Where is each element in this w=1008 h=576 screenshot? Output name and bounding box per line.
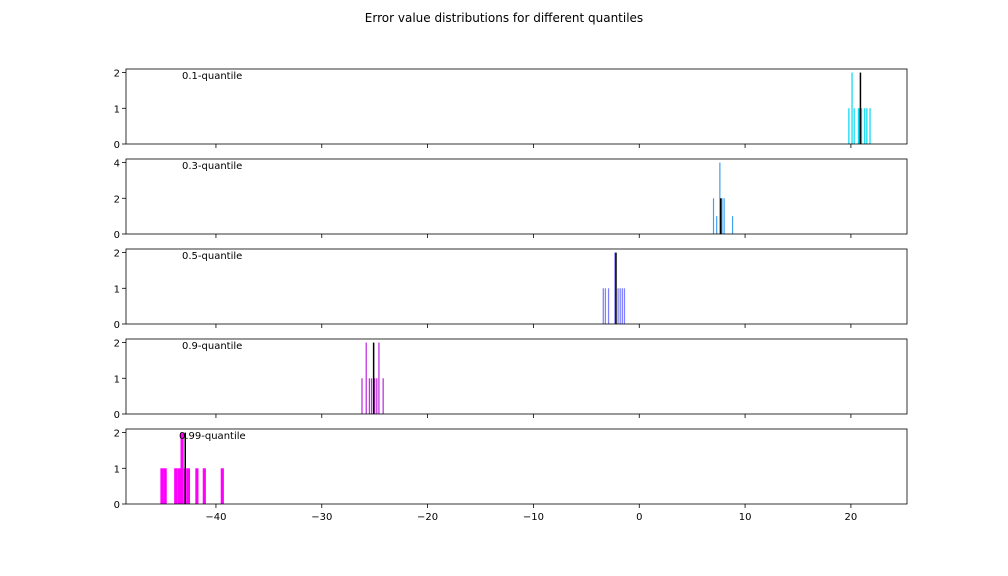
histogram-bar <box>731 216 734 234</box>
histogram-bar <box>195 468 199 504</box>
histogram-bar <box>723 198 725 234</box>
axes-frame <box>125 338 908 415</box>
panel-label: 0.9-quantile <box>182 341 242 352</box>
subplot-3: 0 1 2 0.5-quantile <box>114 248 908 331</box>
histogram-bar <box>374 378 376 414</box>
y-tick-label: 2 <box>114 194 120 205</box>
y-tick-label: 0 <box>114 500 120 511</box>
subplot-1: 0 1 2 0.1-quantile <box>114 68 908 151</box>
histogram-bar <box>368 378 371 414</box>
histogram-bar <box>602 288 604 324</box>
y-tick-label: 0 <box>114 140 120 151</box>
axes-frame <box>125 158 908 235</box>
panel-label: 0.99-quantile <box>179 431 246 442</box>
histogram-bar <box>186 468 191 504</box>
panel-label: 0.3-quantile <box>182 161 242 172</box>
y-tick-label: 2 <box>114 429 120 440</box>
histogram-bar <box>370 378 373 414</box>
histogram-bar <box>712 198 715 234</box>
x-tick-label: 10 <box>739 512 752 523</box>
y-tick-label: 0 <box>114 320 120 331</box>
x-tick-label: −20 <box>417 512 438 523</box>
histogram-bar <box>869 108 871 144</box>
x-tick-label: 0 <box>636 512 642 523</box>
figure-title: Error value distributions for different … <box>365 11 643 25</box>
y-tick-label: 4 <box>114 159 120 170</box>
histogram-bar <box>160 468 164 504</box>
panel-label: 0.1-quantile <box>182 71 242 82</box>
histogram-bar <box>365 342 367 414</box>
histogram-bar <box>858 108 861 144</box>
x-tick-label: 20 <box>845 512 858 523</box>
y-tick-label: 2 <box>114 339 120 350</box>
x-tick-label: −30 <box>311 512 332 523</box>
subplot-2: 0 2 4 0.3-quantile <box>114 158 908 241</box>
histogram-bar <box>716 216 718 234</box>
histogram-bar <box>177 468 181 504</box>
y-tick-label: 1 <box>114 284 120 295</box>
y-tick-label: 1 <box>114 104 120 115</box>
histogram-bar <box>857 108 859 144</box>
histogram-bar <box>860 108 863 144</box>
y-tick-label: 2 <box>114 249 120 260</box>
histogram-bar <box>604 288 607 324</box>
axes-frame <box>125 68 908 145</box>
histogram-bar <box>614 252 616 324</box>
histogram-bar <box>361 378 363 414</box>
y-tick-label: 2 <box>114 69 120 80</box>
y-tick-label: 1 <box>114 464 120 475</box>
histogram-bar <box>621 288 623 324</box>
axes-frame <box>125 248 908 325</box>
histogram-bar <box>866 108 868 144</box>
histogram-bar <box>607 288 610 324</box>
histogram-bar <box>721 198 723 234</box>
histogram-bar <box>619 288 621 324</box>
histogram-bar <box>617 288 619 324</box>
x-tick-label: −10 <box>523 512 544 523</box>
histogram-bar <box>378 342 380 414</box>
histogram-bar <box>851 72 853 144</box>
histogram-bar <box>202 468 206 504</box>
axes-frame <box>125 428 908 505</box>
panel-label: 0.5-quantile <box>182 251 242 262</box>
subplot-4: 0 1 2 0.9-quantile <box>114 338 908 421</box>
histogram-bar <box>174 468 178 504</box>
histogram-bar <box>853 108 855 144</box>
histogram-bar <box>220 468 224 504</box>
histogram-bar <box>864 108 866 144</box>
y-tick-label: 0 <box>114 410 120 421</box>
subplot-5: 0 1 2 −40 −30 −20 −10 0 10 20 0.99-quantile <box>114 428 908 523</box>
histogram-bar <box>382 378 384 414</box>
histogram-bar <box>719 162 721 234</box>
y-tick-label: 0 <box>114 230 120 241</box>
histogram-bar <box>623 288 626 324</box>
histogram-bar <box>848 108 850 144</box>
subplots: 0 1 2 0.1-quantile 0 2 4 0.3-quantile 0 1 2 0.5-qua… <box>114 68 908 523</box>
histogram-bar <box>180 432 184 504</box>
histogram-bar <box>163 468 167 504</box>
histogram-bar <box>376 378 378 414</box>
y-tick-label: 1 <box>114 374 120 385</box>
x-tick-label: −40 <box>205 512 226 523</box>
